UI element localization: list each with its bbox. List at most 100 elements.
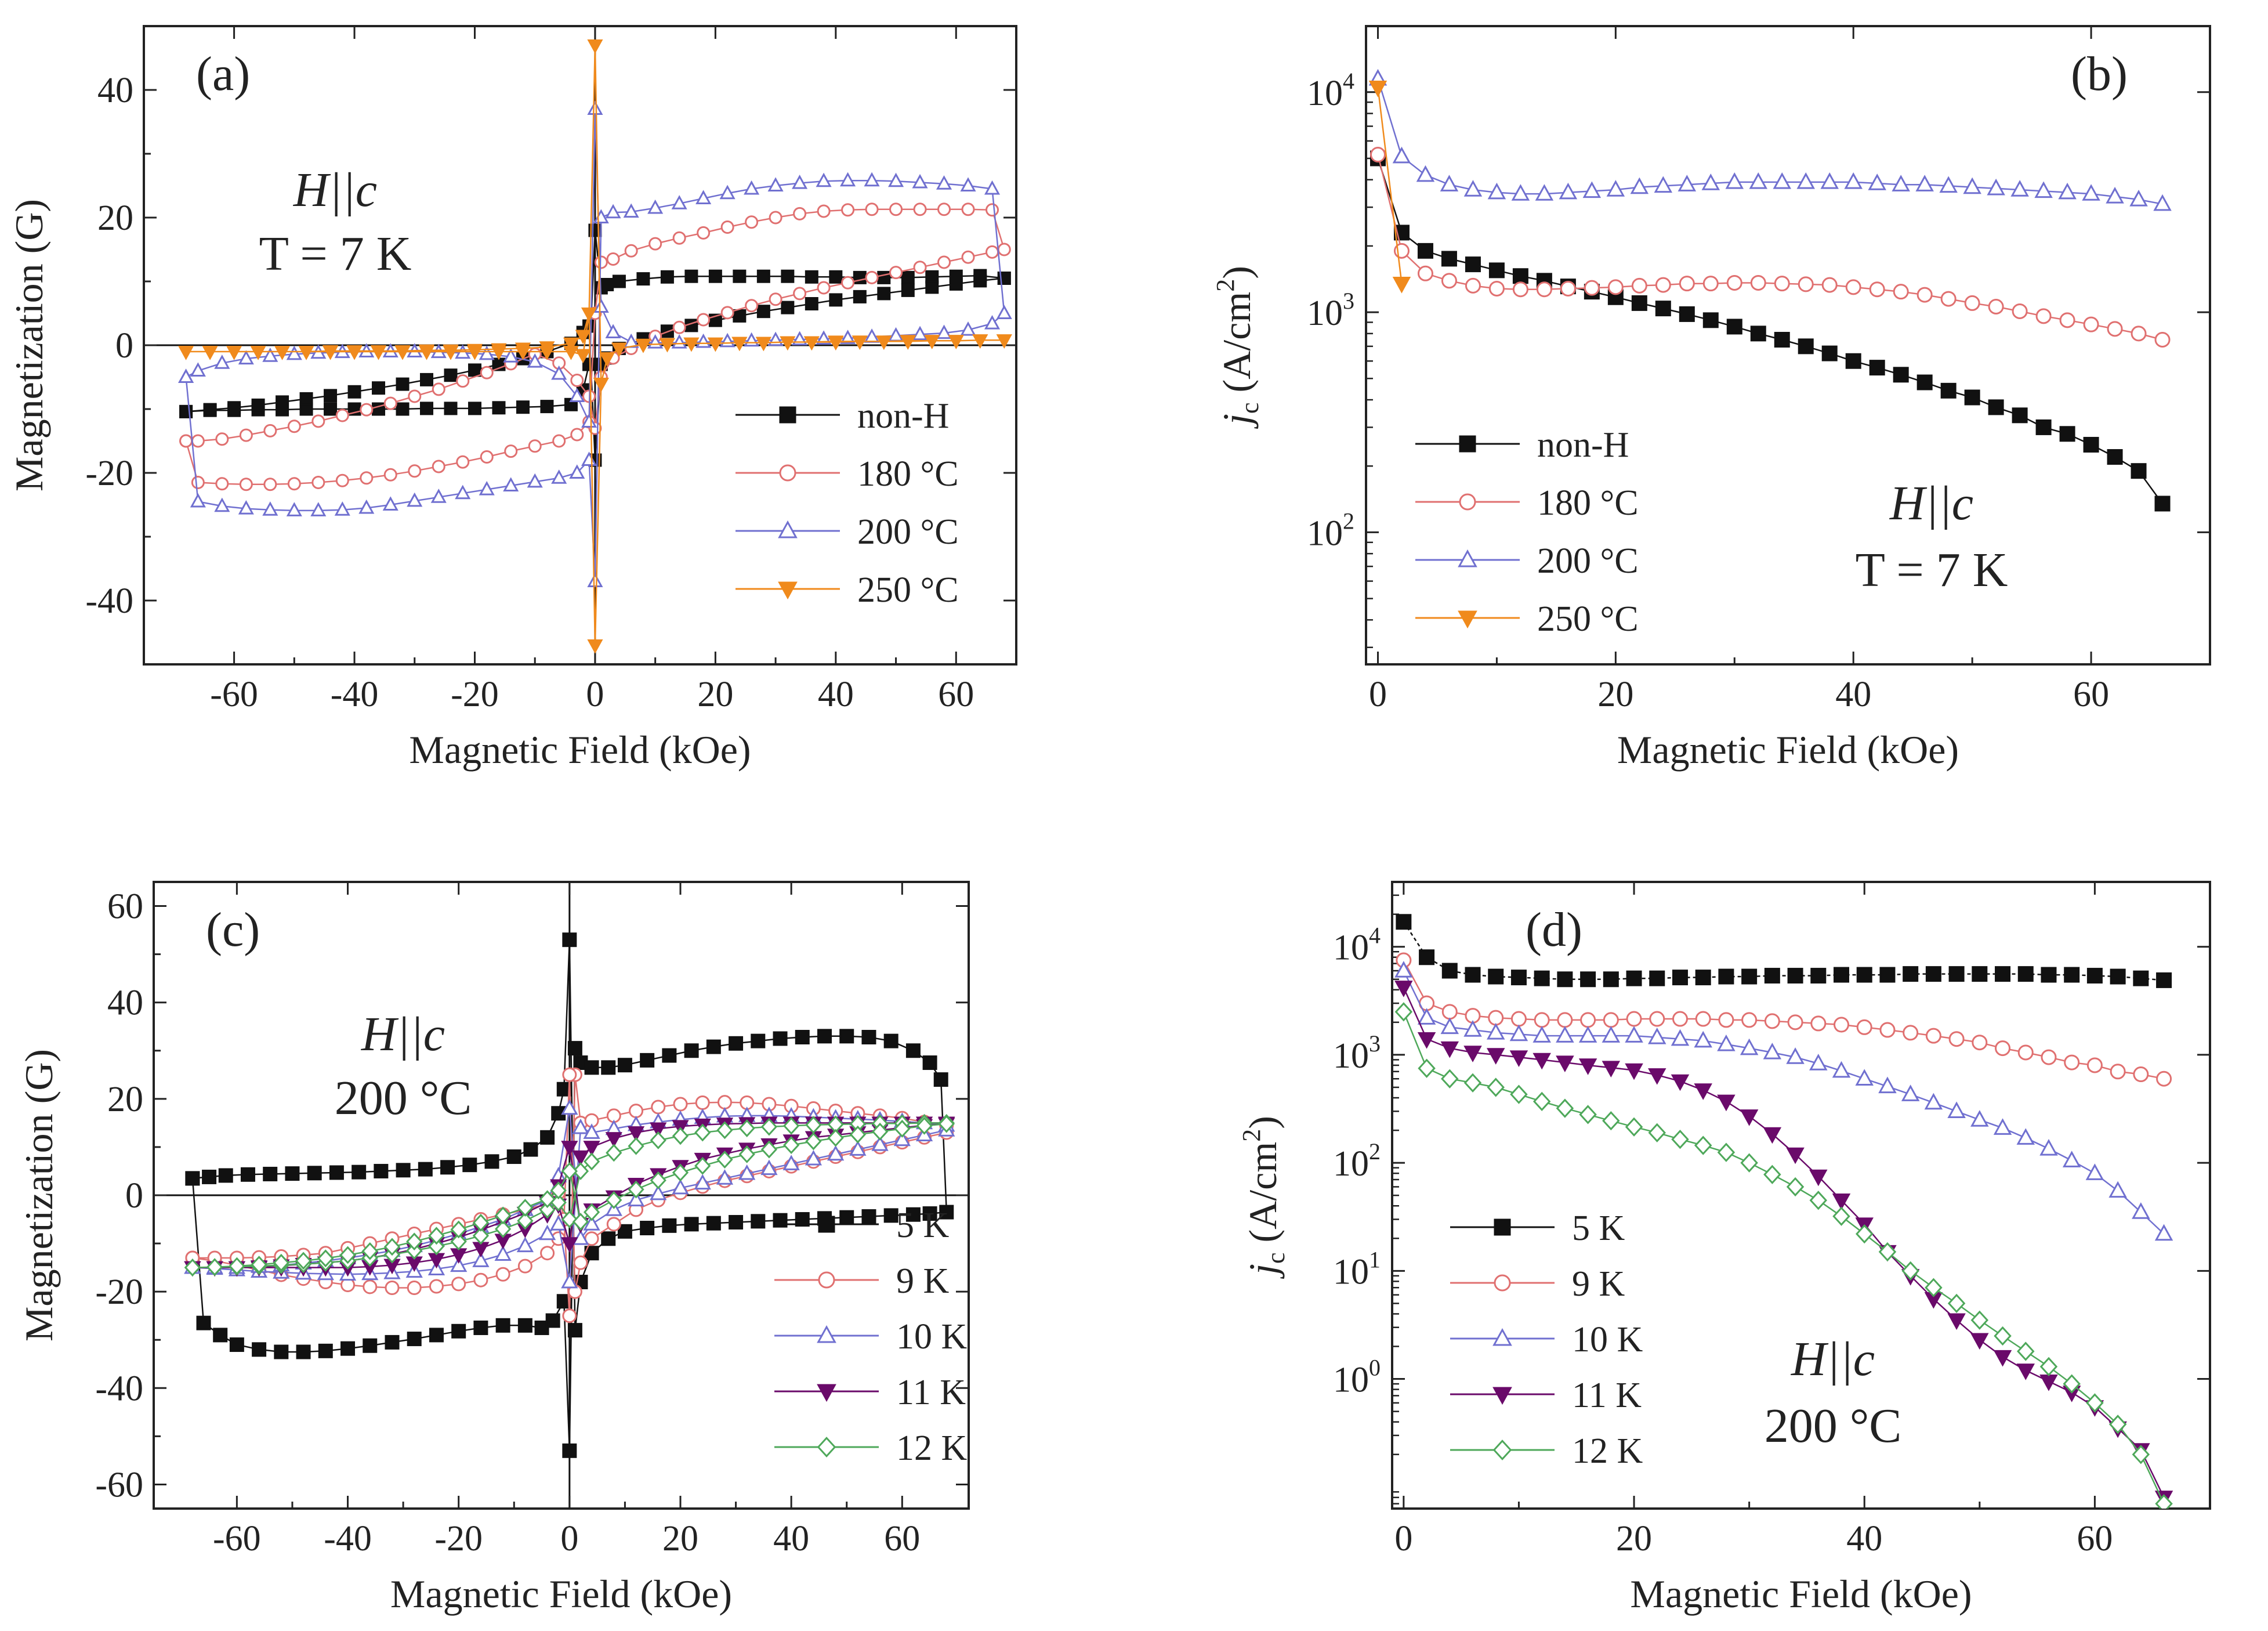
panel-c-series-4-point	[738, 1119, 755, 1137]
panel-c-series-4-point	[472, 1227, 490, 1245]
panel-b-series-1-point	[1893, 284, 1909, 300]
panel-a-series-2-point	[238, 500, 254, 515]
panel-a-series-2-point	[623, 203, 639, 218]
panel-c-series-4-point	[583, 1152, 600, 1171]
panel-b-series-0-point	[1441, 251, 1457, 267]
panel-c-series-4-point	[650, 1131, 666, 1149]
panel-c-series-3-point	[583, 1141, 600, 1156]
panel-b-series-1-point	[1988, 299, 2004, 315]
panel-a-series-0-point	[444, 402, 458, 415]
panel-a-series-0-point	[829, 270, 843, 284]
panel-c-series-0-point	[517, 1318, 532, 1333]
panel-c-series-1-point	[429, 1279, 444, 1294]
panel-a-series-2-point	[569, 388, 585, 402]
panel-b-series-2-point	[1963, 177, 1981, 194]
panel-c-series-3-point	[605, 1132, 622, 1148]
panel-c-series-2-point	[583, 1123, 600, 1139]
panel-a-series-0-point	[901, 270, 915, 284]
panel-c-series-0-point	[601, 1231, 616, 1246]
panel-b-series-1-point	[1488, 280, 1505, 296]
panel-c-series-2-point	[716, 1169, 734, 1185]
panel-c-series-1-point	[363, 1279, 378, 1294]
panel-c-series-4-point	[628, 1137, 644, 1155]
panel-d-ytick-label: 104	[1333, 923, 1381, 968]
panel-a-series-1-point	[865, 202, 879, 216]
panel-c-series-1-point	[540, 1246, 555, 1261]
panel-c-series-0-point	[922, 1055, 937, 1071]
panel-c-series-4-point	[428, 1237, 445, 1256]
panel-b-series-2-point	[2034, 181, 2053, 198]
panel-c-xtick-label: -60	[213, 1519, 261, 1558]
panel-b-series-2-point	[1416, 165, 1435, 182]
panel-b-series-1-point	[1441, 273, 1457, 289]
panel-c-series-4-point	[450, 1232, 467, 1251]
panel-b-series-1-point	[1679, 276, 1695, 292]
panel-a-series-3-point	[370, 345, 387, 360]
panel-d-series-4-point	[1463, 1073, 1482, 1093]
panel-c-series-4-point	[251, 1256, 267, 1274]
panel-c-series-4-point	[738, 1145, 755, 1163]
panel-a-series-1-point	[697, 226, 711, 240]
panel-a-series-0-point	[781, 301, 795, 314]
panel-a-series-2-point	[647, 199, 664, 214]
panel-a-series-3-point	[394, 345, 411, 360]
panel-c-series-4-point	[550, 1181, 567, 1200]
panel-d-series-1-point	[2133, 1066, 2149, 1083]
panel-b-xtick-label: 60	[2073, 675, 2109, 714]
panel-c-ytick-label: 0	[125, 1176, 143, 1216]
panel-b-series-0-point	[1798, 338, 1814, 355]
panel-b-series-0-point	[1631, 295, 1647, 311]
panel-d-series-0-point	[1948, 966, 1965, 982]
panel-c-series-3-point	[561, 1237, 578, 1253]
panel-a-xtick-label: 60	[938, 675, 974, 714]
panel-d-series-1-point	[1810, 1015, 1827, 1032]
panel-c-series-4-point	[871, 1122, 889, 1141]
panel-b-series-2-point	[1582, 181, 1602, 198]
panel-a-series-2-point	[569, 464, 585, 479]
panel-c-series-0-point	[662, 1218, 677, 1233]
panel-b-yaxis-label: jc (A/cm2)	[1211, 266, 1264, 429]
panel-a-series-1-point	[570, 374, 584, 387]
panel-a-series-3-point	[731, 337, 748, 352]
panel-a-xtick-label: -40	[331, 675, 379, 714]
panel-c-legend-marker	[817, 1384, 836, 1402]
panel-b-series-0-point	[1774, 331, 1790, 348]
panel-a-series-0-point	[733, 269, 747, 283]
panel-c-series-0-point	[318, 1343, 333, 1358]
panel-c-series-0-point	[385, 1335, 400, 1350]
panel-c-series-0-point	[567, 1041, 582, 1056]
panel-c-series-4-point	[760, 1118, 778, 1136]
panel-a-series-1-point	[215, 477, 229, 491]
panel-b-series-2-point	[1559, 182, 1578, 200]
panel-d-series-3-point	[1671, 1074, 1690, 1091]
panel-a-series-2-point	[503, 477, 519, 491]
panel-b-ytick-label: 104	[1307, 68, 1354, 113]
panel-d-series-1-point	[1603, 1012, 1619, 1028]
panel-b-series-1-point	[1940, 291, 1957, 307]
panel-a-series-1-point	[456, 455, 470, 469]
panel-c-series-0-point	[922, 1206, 937, 1221]
panel-b-xtick-label: 0	[1369, 675, 1387, 714]
panel-a-series-0-point	[324, 402, 338, 416]
panel-a-series-2-point	[936, 175, 952, 190]
panel-a-series-3-point	[575, 349, 591, 364]
panel-a-series-0-point	[347, 385, 361, 399]
panel-a-series-3-point	[900, 335, 916, 349]
panel-c-series-4-point	[938, 1115, 955, 1133]
panel-d-series-2-point	[1532, 1026, 1551, 1043]
panel-c-series-0-point	[939, 1205, 954, 1220]
panel-b-series-1-point	[2131, 326, 2147, 342]
panel-d-series-4-point	[1740, 1153, 1758, 1173]
panel-a-ytick-label: 0	[115, 326, 133, 366]
panel-c-series-4-point	[472, 1213, 490, 1232]
panel-a-series-0-point	[492, 401, 506, 415]
panel-d-series-3-point	[1832, 1194, 1851, 1210]
panel-d-xtick-label: 40	[1846, 1519, 1882, 1558]
panel-a-xtick-label: 0	[586, 675, 604, 714]
panel-c-series-1-point	[407, 1281, 422, 1296]
panel-c-ytick-label: 20	[107, 1080, 143, 1119]
panel-c-series-2-point	[871, 1135, 889, 1151]
panel-d-series-3-point	[1763, 1127, 1782, 1144]
panel-a-series-3-point	[852, 335, 868, 350]
